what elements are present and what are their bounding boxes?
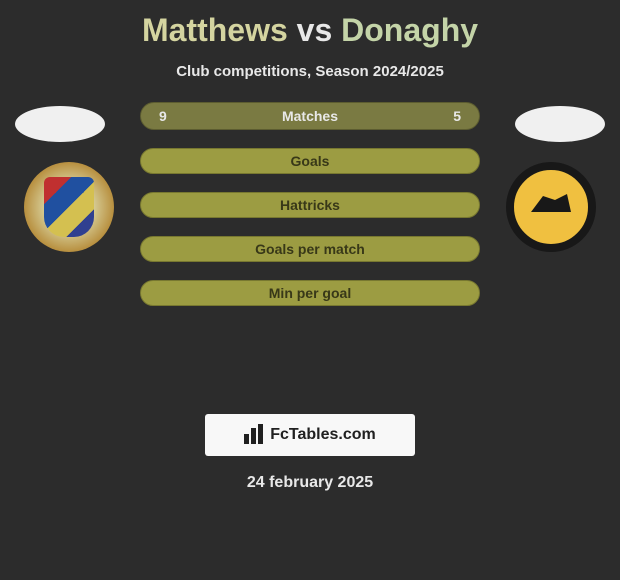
crest-right-bottom-text: THE PILGRIMS — [530, 244, 573, 250]
min-per-goal-label: Min per goal — [269, 285, 351, 301]
subtitle: Club competitions, Season 2024/2025 — [0, 63, 620, 80]
player2-name: Donaghy — [341, 12, 478, 48]
main-comparison-area: BOSTON UNITED THE PILGRIMS 9 Matches 5 G… — [0, 102, 620, 402]
goals-per-match-label: Goals per match — [255, 241, 365, 257]
comparison-title: Matthews vs Donaghy — [0, 0, 620, 49]
bar-chart-icon — [244, 426, 266, 444]
hattricks-label: Hattricks — [280, 197, 340, 213]
goals-label: Goals — [291, 153, 330, 169]
goals-bar: Goals — [140, 148, 480, 174]
brand-attribution[interactable]: FcTables.com — [205, 414, 415, 456]
matches-left-value: 9 — [159, 108, 167, 124]
team-crest-left — [24, 162, 114, 252]
goals-per-match-bar: Goals per match — [140, 236, 480, 262]
matches-bar: 9 Matches 5 — [140, 102, 480, 130]
brand-text: FcTables.com — [270, 426, 376, 444]
matches-label: Matches — [282, 108, 338, 124]
team-crest-right: BOSTON UNITED THE PILGRIMS — [506, 162, 596, 252]
crest-right-top-text: BOSTON UNITED — [526, 164, 576, 170]
matches-right-value: 5 — [453, 108, 461, 124]
left-ellipse-decoration — [15, 106, 105, 142]
date-label: 24 february 2025 — [0, 474, 620, 492]
vs-text: vs — [297, 12, 333, 48]
hattricks-bar: Hattricks — [140, 192, 480, 218]
stat-bars: 9 Matches 5 Goals Hattricks Goals per ma… — [140, 102, 480, 324]
player1-name: Matthews — [142, 12, 288, 48]
min-per-goal-bar: Min per goal — [140, 280, 480, 306]
right-ellipse-decoration — [515, 106, 605, 142]
